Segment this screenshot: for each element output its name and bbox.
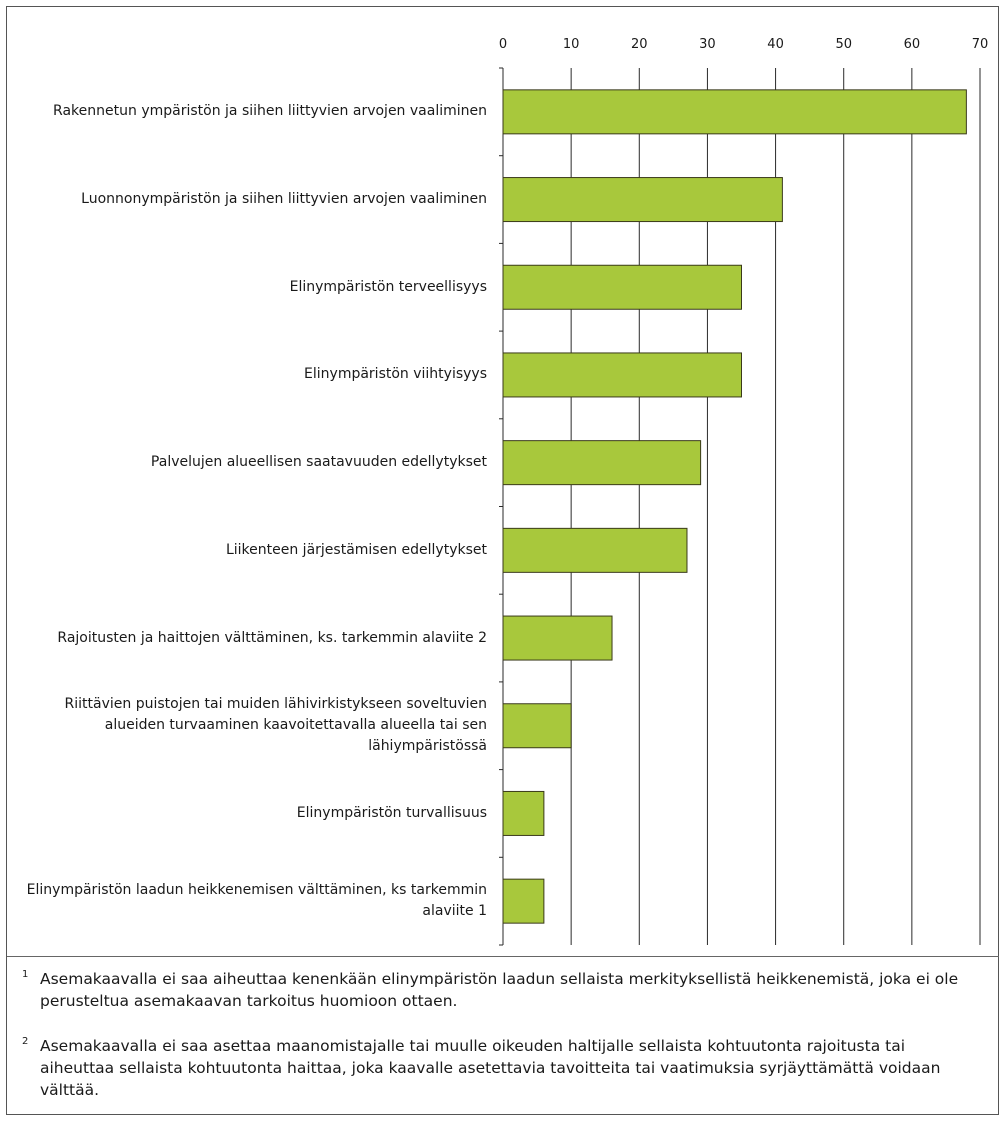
category-label: Rakennetun ympäristön ja siihen liittyvi… bbox=[53, 103, 487, 120]
x-tick-label: 50 bbox=[835, 37, 852, 52]
bar bbox=[502, 527, 688, 573]
bar bbox=[502, 89, 967, 135]
x-tick-label: 30 bbox=[699, 37, 716, 52]
x-tick-label: 60 bbox=[904, 37, 921, 52]
x-tick-label: 70 bbox=[972, 37, 989, 52]
category-label: Luonnonympäristön ja siihen liittyvien a… bbox=[81, 191, 487, 208]
bar bbox=[502, 615, 613, 661]
footnote-text: Asemakaavalla ei saa aiheuttaa kenenkään… bbox=[40, 970, 959, 1010]
footnote-1: 1 Asemakaavalla ei saa aiheuttaa kenenkä… bbox=[22, 968, 982, 1012]
bar bbox=[502, 177, 783, 223]
x-tick-label: 10 bbox=[563, 37, 580, 52]
footnote-number: 1 bbox=[22, 969, 29, 980]
bar bbox=[502, 703, 572, 749]
footnote-2: 2 Asemakaavalla ei saa asettaa maanomist… bbox=[22, 1035, 982, 1101]
divider bbox=[7, 956, 999, 957]
category-label: Elinympäristön viihtyisyys bbox=[304, 366, 487, 383]
category-label: Riittävien puistojen tai muiden lähivirk… bbox=[64, 696, 487, 755]
category-label: Rajoitusten ja haittojen välttäminen, ks… bbox=[57, 629, 487, 646]
footnotes: 1 Asemakaavalla ei saa aiheuttaa kenenkä… bbox=[22, 968, 982, 1124]
category-label: Elinympäristön turvallisuus bbox=[296, 804, 487, 821]
bar bbox=[502, 790, 545, 836]
footnote-text: Asemakaavalla ei saa asettaa maanomistaj… bbox=[40, 1037, 941, 1099]
x-tick-label: 20 bbox=[631, 37, 648, 52]
bar bbox=[502, 352, 742, 398]
bar bbox=[502, 264, 742, 310]
bar bbox=[502, 878, 545, 924]
figure-frame bbox=[6, 6, 999, 1115]
bar bbox=[502, 440, 702, 486]
footnote-number: 2 bbox=[22, 1036, 29, 1047]
category-label: Elinympäristön laadun heikkenemisen vält… bbox=[26, 882, 487, 920]
category-label: Liikenteen järjestämisen edellytykset bbox=[225, 541, 487, 558]
category-label: Elinympäristön terveellisyys bbox=[289, 278, 487, 295]
x-tick-label: 40 bbox=[767, 37, 784, 52]
category-label: Palvelujen alueellisen saatavuuden edell… bbox=[150, 454, 487, 471]
chart-svg: 0 10 20 30 40 50 60 70 bbox=[499, 37, 989, 946]
x-tick-label: 0 bbox=[499, 37, 507, 52]
bar-chart: 0 10 20 30 40 50 60 70 Rakennetun ympäristön ja… bbox=[26, 37, 989, 946]
